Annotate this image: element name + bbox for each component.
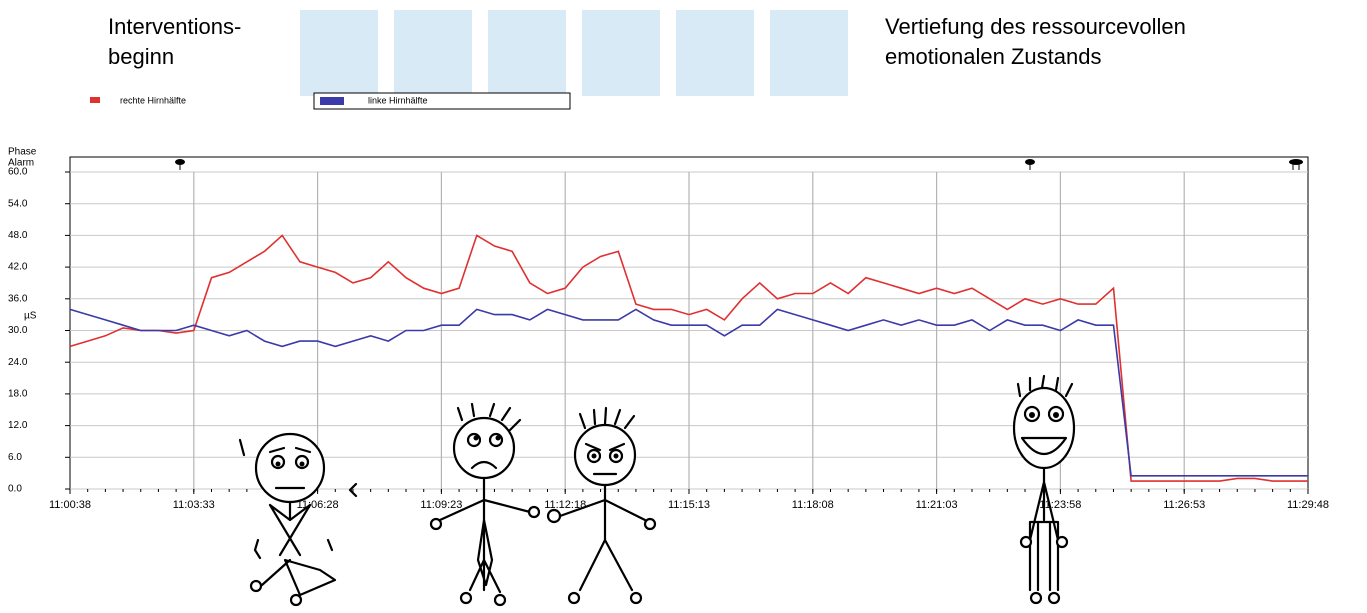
x-tick-label: 11:00:38 [49,499,91,511]
x-tick-label: 11:15:13 [668,499,710,511]
y-tick-label: 30.0 [8,325,28,336]
x-tick-label: 11:09:23 [420,499,462,511]
y-axis-label: µS [24,311,37,322]
legend-label: rechte Hirnhälfte [120,95,186,105]
legend-box [314,93,570,109]
legend-label: linke Hirnhälfte [368,95,428,105]
picture [676,10,754,96]
picture-strip [300,10,848,96]
band-label: Phase [8,147,37,158]
alarm-band [70,157,1308,172]
y-tick-label: 36.0 [8,293,28,304]
annotation: Interventions- [108,14,241,39]
x-tick-label: 11:03:33 [173,499,215,511]
plot: 0.0 6.0 12.0 18.0 24.0 30.0 36.0 42.0 48.0 54.0 60… [8,167,1329,511]
picture [300,10,378,96]
y-tick-label: 18.0 [8,389,28,400]
chart: Interventions- beginn Vertiefung des res… [0,0,1367,608]
annotation: Vertiefung des ressourcevollen [885,14,1186,39]
x-tick-label: 11:21:03 [916,499,958,511]
x-tick-label: 11:26:53 [1163,499,1205,511]
y-tick-label: 6.0 [8,452,22,463]
y-tick-label: 54.0 [8,198,28,209]
x-tick-label: 11:23:58 [1039,499,1081,511]
page: {"chart_data": { "type": "line", "annota… [0,0,1367,613]
x-tick-label: 11:29:48 [1287,499,1329,511]
y-tick-label: 0.0 [8,484,22,495]
annotation: emotionalen Zustands [885,44,1101,69]
picture [394,10,472,96]
picture [582,10,660,96]
legend-swatch [90,97,100,103]
annotation: beginn [108,44,174,69]
y-tick-label: 12.0 [8,420,28,431]
y-tick-label: 48.0 [8,230,28,241]
legend: rechte Hirnhälfte linke Hirnhälfte [90,93,570,109]
y-tick-label: 42.0 [8,262,28,273]
x-tick-label: 11:18:08 [792,499,834,511]
picture [770,10,848,96]
y-tick-label: 24.0 [8,357,28,368]
legend-swatch [320,97,344,105]
y-tick-label: 60.0 [8,167,28,178]
picture [488,10,566,96]
